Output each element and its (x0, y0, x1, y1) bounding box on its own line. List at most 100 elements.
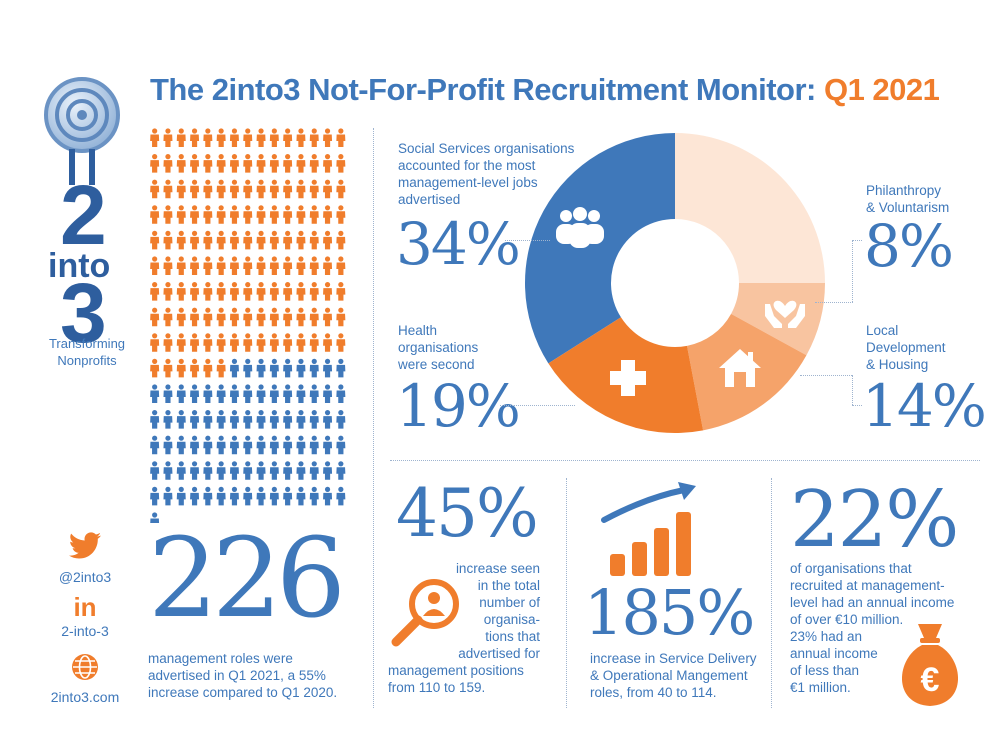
person-icon (296, 384, 306, 403)
person-icon (216, 128, 226, 147)
person-icon (296, 435, 306, 455)
person-icon (296, 461, 306, 480)
person-icon (216, 435, 226, 455)
person-icon (256, 230, 266, 250)
euro-symbol: € (920, 661, 940, 699)
linkedin-link[interactable]: in 2-into-3 (40, 593, 130, 639)
person-icon (150, 128, 160, 147)
person-icon (203, 307, 213, 327)
social-services-pct: 34% (396, 210, 521, 278)
person-icon (176, 486, 186, 506)
person-icon (229, 256, 239, 275)
person-icon (256, 128, 266, 147)
medical-cross-icon (610, 360, 646, 396)
person-icon (256, 282, 266, 301)
person-icon (296, 128, 306, 147)
person-icon (176, 461, 186, 480)
person-icon (336, 230, 346, 250)
social-services-text: Social Services organisations accounted … (398, 140, 598, 208)
divider-vertical-3 (771, 478, 772, 708)
person-icon (336, 256, 346, 275)
person-icon (216, 205, 226, 224)
person-icon (269, 256, 279, 275)
person-icon (296, 486, 306, 506)
person-icon (309, 307, 319, 327)
person-icon (283, 333, 293, 352)
local-dev-text: Local Development & Housing (866, 322, 976, 373)
person-icon (269, 486, 279, 506)
house-icon (719, 349, 761, 387)
person-icon (163, 410, 173, 429)
logo: 2 into 3 (30, 75, 135, 375)
person-icon (190, 154, 200, 173)
person-icon (309, 358, 319, 378)
stat-22-line-1: of organisations that (790, 561, 912, 576)
person-icon (323, 307, 333, 327)
person-icon (176, 333, 186, 352)
person-icon (296, 282, 306, 301)
person-icon (203, 461, 213, 480)
donut-chart (525, 133, 825, 433)
website-link[interactable]: 2into3.com (40, 652, 130, 705)
person-icon (176, 282, 186, 301)
person-icon (216, 256, 226, 275)
person-icon (256, 410, 266, 429)
person-icon (296, 256, 306, 275)
stat-22-line-7: of less than (790, 663, 860, 678)
ss-leader-line (505, 240, 550, 241)
person-icon (229, 410, 239, 429)
person-icon (269, 307, 279, 327)
stat-22-line-5: 23% had an (790, 629, 863, 644)
stat-22-line-2: recruited at management- (790, 578, 945, 593)
ld-line-1: Local (866, 323, 899, 338)
person-icon (203, 333, 213, 352)
person-icon (256, 154, 266, 173)
person-icon (203, 230, 213, 250)
person-icon (336, 282, 346, 301)
person-icon (203, 282, 213, 301)
person-icon (243, 205, 253, 224)
person-icon (243, 333, 253, 352)
person-icon (190, 205, 200, 224)
title-main: The 2into3 Not-For-Profit Recruitment Mo… (150, 72, 816, 107)
person-icon (190, 333, 200, 352)
person-icon (283, 256, 293, 275)
page-title: The 2into3 Not-For-Profit Recruitment Mo… (150, 72, 940, 108)
person-icon (190, 384, 200, 403)
person-icon (256, 205, 266, 224)
person-icon (269, 333, 279, 352)
person-icon (176, 205, 186, 224)
person-icon (163, 154, 173, 173)
person-icon (336, 486, 346, 506)
person-icon (283, 461, 293, 480)
person-icon (216, 230, 226, 250)
person-icon (323, 256, 333, 275)
person-icon (296, 230, 306, 250)
website-url: 2into3.com (50, 689, 120, 705)
logo-tagline: Transforming Nonprofits (32, 335, 142, 369)
health-text: Health organisations were second (398, 322, 518, 373)
person-icon (269, 230, 279, 250)
person-icon (229, 154, 239, 173)
phil-leader-bottom (815, 302, 853, 303)
person-icon (163, 486, 173, 506)
person-icon (336, 333, 346, 352)
twitter-link[interactable]: @2into3 (40, 532, 130, 585)
person-icon (216, 461, 226, 480)
person-icon (150, 410, 160, 429)
person-icon (163, 256, 173, 275)
person-icon (150, 205, 160, 224)
person-icon (243, 384, 253, 403)
stat-185-text: increase in Service Delivery & Operation… (590, 650, 770, 701)
person-icon (190, 256, 200, 275)
person-icon (283, 410, 293, 429)
person-icon (283, 179, 293, 199)
person-icon (229, 435, 239, 455)
stat-185-line-3: roles, from 40 to 114. (590, 685, 717, 700)
person-icon (296, 179, 306, 199)
person-icon (150, 307, 160, 327)
headline-number: 226 (148, 514, 346, 642)
person-icon (229, 128, 239, 147)
person-icon (323, 179, 333, 199)
person-icon (150, 358, 160, 378)
